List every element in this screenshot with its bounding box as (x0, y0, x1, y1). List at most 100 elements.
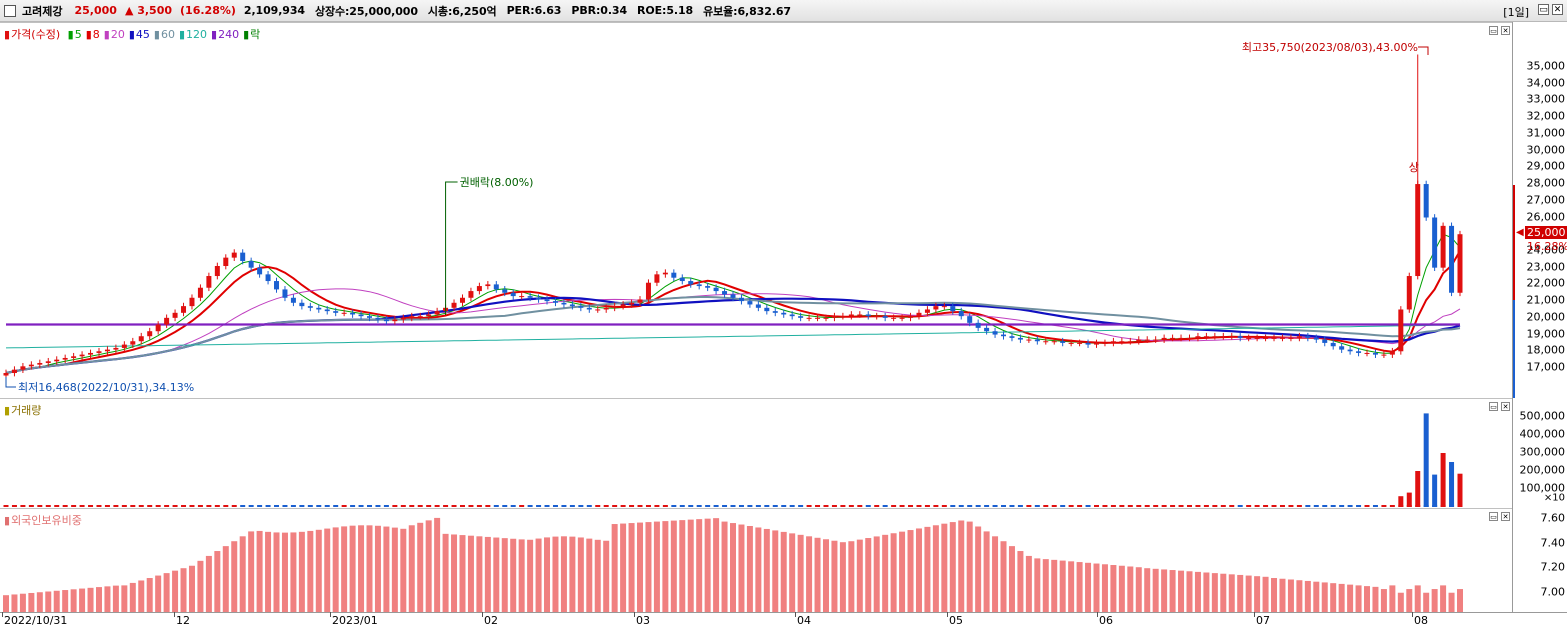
volume-bar (840, 505, 846, 507)
volume-bar-recent (1440, 453, 1446, 507)
foreign-bar (1372, 586, 1379, 613)
ma-label-1[interactable]: 8 (92, 28, 100, 41)
volume-bar (1178, 505, 1184, 507)
volume-bar (645, 505, 651, 507)
candle-body (1389, 351, 1395, 355)
maximize-icon[interactable]: ▭ (1538, 4, 1549, 15)
ma-label-5[interactable]: 120 (186, 28, 208, 41)
pane-close-icon[interactable]: ✕ (1501, 26, 1510, 35)
date-label: 03 (636, 614, 650, 627)
ma-swatch: ▮ (128, 28, 135, 41)
foreign-tick: 7.20 (1540, 560, 1566, 574)
candle-body (519, 296, 525, 298)
foreign-bar (1287, 579, 1294, 613)
volume-bar (1229, 505, 1235, 507)
candle-body (502, 289, 508, 293)
volume-maximize-icon[interactable]: ▭ (1489, 402, 1498, 411)
candle-body (96, 351, 102, 353)
volume-bar (1034, 505, 1040, 507)
volume-bar (299, 505, 305, 507)
pane-maximize-icon[interactable]: ▭ (1489, 26, 1498, 35)
candle-body (1449, 225, 1455, 293)
foreign-bar (1448, 592, 1455, 613)
volume-bar (358, 505, 364, 507)
candle-body (181, 306, 187, 313)
volume-bar (967, 505, 973, 507)
candle-body (248, 260, 254, 268)
foreign-bar (848, 541, 855, 613)
candle-body (409, 316, 415, 318)
candle-body (1423, 184, 1429, 218)
foreign-bar (797, 534, 804, 613)
ma-label-3[interactable]: 45 (135, 28, 150, 41)
candle-body (1102, 342, 1108, 344)
volume-bar (654, 505, 660, 507)
stock-name[interactable]: 고려제강 (22, 4, 63, 18)
volume-bar (848, 505, 854, 507)
candle-body (789, 314, 795, 317)
candle-body (400, 317, 406, 320)
foreign-chart[interactable] (0, 509, 1512, 613)
foreign-bar (95, 587, 102, 613)
listed-shares: 상장수:25,000,000 (314, 4, 418, 18)
candle-body (1170, 337, 1176, 339)
foreign-bar (772, 530, 779, 613)
foreign-bar (1152, 568, 1159, 613)
candle-body (924, 309, 930, 313)
select-checkbox[interactable] (4, 4, 16, 17)
volume-bar (1203, 505, 1209, 507)
foreign-bar (1237, 574, 1244, 613)
candle-body (130, 341, 136, 345)
volume-bar (164, 505, 170, 507)
close-icon[interactable]: ✕ (1552, 4, 1563, 15)
candle-body (1406, 276, 1412, 310)
foreign-bar (983, 531, 990, 613)
price-chart[interactable]: 최고35,750(2023/08/03),43.00% 최저16,468(2022… (0, 23, 1512, 399)
volume-bar (417, 505, 423, 507)
ma-label-7[interactable]: 락 (250, 28, 261, 41)
foreign-bar (1431, 589, 1438, 613)
volume-bar (1017, 505, 1023, 507)
volume-close-icon[interactable]: ✕ (1501, 402, 1510, 411)
candle-body (11, 369, 17, 374)
foreign-bar (611, 524, 618, 613)
foreign-bar (265, 531, 272, 613)
candle-body (1347, 349, 1353, 352)
foreign-bar (814, 537, 821, 613)
foreign-close-icon[interactable]: ✕ (1501, 512, 1510, 521)
foreign-bar (1279, 578, 1286, 613)
volume-bar (1288, 505, 1294, 507)
foreign-bar (467, 535, 474, 613)
volume-chart[interactable] (0, 399, 1512, 509)
volume-bar (37, 505, 43, 507)
foreign-bar (1186, 571, 1193, 613)
date-label: 06 (1099, 614, 1113, 627)
volume-bar (214, 505, 220, 507)
candle-body (88, 352, 94, 355)
candle-body (1161, 337, 1167, 340)
ma-label-2[interactable]: 20 (110, 28, 125, 41)
volume-bar (147, 505, 153, 507)
period-selector[interactable]: [1일] (1503, 6, 1529, 19)
volume-bar (62, 505, 68, 507)
foreign-bar (966, 521, 973, 613)
high-annotation: 최고35,750(2023/08/03),43.00% (1242, 41, 1418, 54)
ma-legend-list: ▮5 ▮8 ▮20 ▮45 ▮60 ▮120 ▮240 ▮락 (68, 28, 265, 41)
ma-label-0[interactable]: 5 (74, 28, 82, 41)
date-tick (1097, 612, 1098, 617)
candle-body (485, 284, 491, 287)
foreign-bar (155, 575, 162, 613)
candle-body (578, 306, 584, 308)
volume-bar (747, 505, 753, 507)
candle-body (916, 312, 922, 317)
foreign-bar (298, 531, 305, 613)
ma-label-6[interactable]: 240 (218, 28, 240, 41)
foreign-bar (1457, 589, 1463, 613)
foreign-bar (1042, 559, 1049, 613)
foreign-maximize-icon[interactable]: ▭ (1489, 512, 1498, 521)
volume-bar (409, 505, 415, 507)
candle-body (164, 317, 170, 325)
candle-body (265, 274, 271, 282)
ma-label-4[interactable]: 60 (160, 28, 175, 41)
candle-body (1398, 309, 1404, 352)
